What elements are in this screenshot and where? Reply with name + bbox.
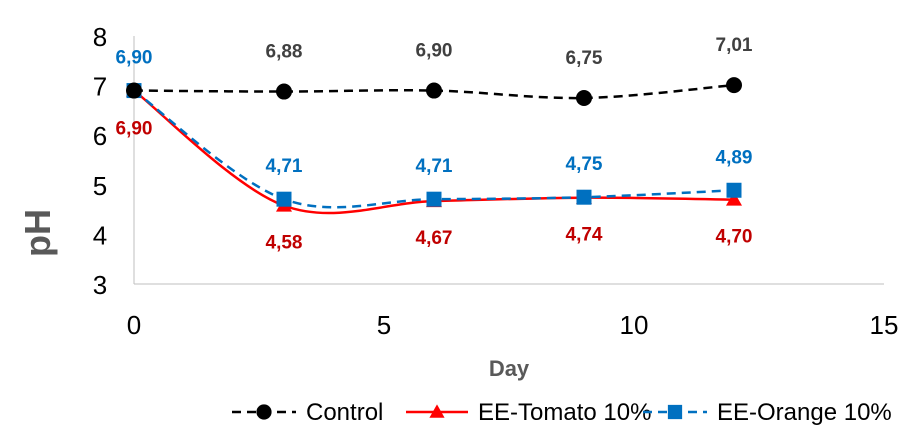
legend-label: EE-Orange 10% xyxy=(717,399,892,426)
data-point xyxy=(426,82,442,99)
legend-label: EE-Tomato 10% xyxy=(478,399,651,426)
data-label: 4,70 xyxy=(716,227,753,248)
data-label: 4,74 xyxy=(566,225,603,246)
data-point xyxy=(726,77,742,94)
data-point xyxy=(576,189,592,205)
series-line xyxy=(133,89,735,209)
data-point xyxy=(726,182,742,198)
data-label: 6,88 xyxy=(266,42,303,63)
x-axis-label: Day xyxy=(489,356,530,381)
y-tick-label: 4 xyxy=(93,220,107,250)
data-point xyxy=(276,191,292,207)
legend-swatch-marker xyxy=(256,404,272,420)
y-tick-label: 7 xyxy=(93,72,107,102)
data-point xyxy=(426,191,442,207)
legend: Control EE-Tomato 10% EE-Orange 10% xyxy=(232,399,892,426)
data-label: 4,67 xyxy=(416,228,453,249)
data-label: 6,90 xyxy=(416,41,453,62)
legend-swatch-marker xyxy=(667,404,683,420)
x-tick-label: 5 xyxy=(377,310,391,340)
data-point xyxy=(126,82,142,99)
legend-item: Control xyxy=(232,399,383,426)
y-tick-label: 6 xyxy=(93,121,107,151)
tick-labels: 3 4 5 6 7 8 0 5 10 15 xyxy=(93,22,898,340)
legend-label: Control xyxy=(306,399,383,426)
legend-swatch-marker xyxy=(429,404,445,418)
data-label: 6,90 xyxy=(116,48,153,69)
series-markers xyxy=(126,77,742,212)
data-label: 4,71 xyxy=(266,156,303,177)
y-tick-label: 5 xyxy=(93,171,107,201)
legend-item: EE-Tomato 10% xyxy=(406,399,651,426)
data-label: 4,58 xyxy=(266,233,303,254)
x-tick-label: 15 xyxy=(870,310,898,340)
data-point xyxy=(276,83,292,100)
data-label: 4,89 xyxy=(716,147,753,168)
data-point xyxy=(576,90,592,106)
y-tick-label: 3 xyxy=(93,270,107,300)
data-labels: 6,88 6,90 6,75 7,01 6,90 4,58 4,67 4,74 4,70 6,90… xyxy=(116,35,753,254)
data-label: 6,90 xyxy=(116,119,153,140)
data-label: 6,75 xyxy=(566,48,603,69)
y-axis-label: pH xyxy=(17,209,58,257)
data-point xyxy=(726,191,742,206)
x-tick-label: 10 xyxy=(620,310,649,340)
data-label: 4,71 xyxy=(416,156,453,177)
y-tick-label: 8 xyxy=(93,22,107,52)
x-tick-label: 0 xyxy=(127,310,141,340)
data-label: 7,01 xyxy=(716,35,753,56)
axes xyxy=(133,36,884,285)
data-label: 4,75 xyxy=(566,154,603,175)
legend-item: EE-Orange 10% xyxy=(643,399,892,426)
